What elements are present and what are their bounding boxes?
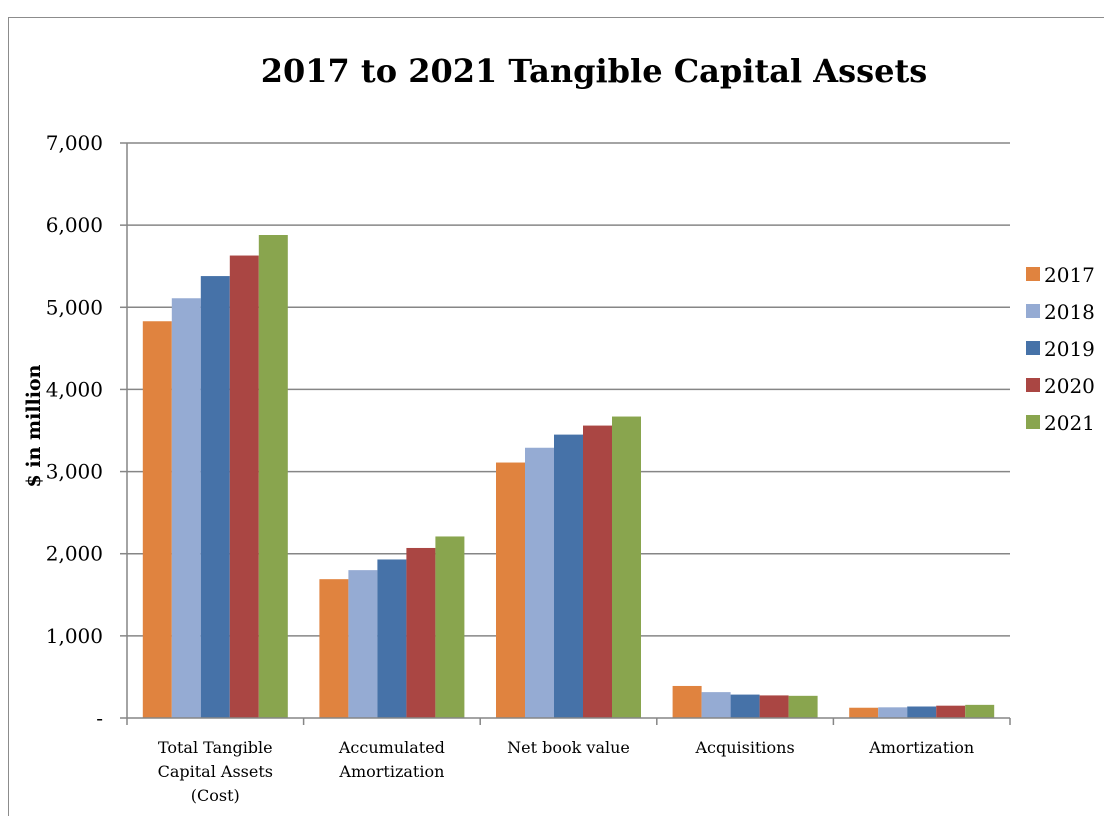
bar-2018 <box>348 570 378 718</box>
bar-2021 <box>788 695 818 718</box>
bar-2018 <box>701 692 731 718</box>
bar-2019 <box>554 434 583 718</box>
bar-2021 <box>965 704 995 718</box>
chart-title: 2017 to 2021 Tangible Capital Assets <box>261 52 928 90</box>
y-tick-label: 7,000 <box>46 131 103 155</box>
bar-2017 <box>849 707 879 718</box>
axes <box>126 143 1011 725</box>
bar-2020 <box>936 705 966 718</box>
y-tick-labels: - 1,000 2,000 3,000 4,000 5,000 6,000 7,000 <box>46 131 103 730</box>
legend-label: 2019 <box>1044 337 1095 361</box>
bar-2019 <box>377 559 407 718</box>
y-tick-label: 2,000 <box>46 542 103 566</box>
legend-swatch-2020 <box>1026 378 1040 392</box>
bar-2020 <box>583 425 612 718</box>
bar-2018 <box>525 447 554 718</box>
x-category-label: Amortization <box>868 738 974 757</box>
x-category-label: Accumulated <box>338 738 445 757</box>
legend-label: 2020 <box>1044 374 1095 398</box>
x-category-label: Net book value <box>507 738 630 757</box>
y-tick-label: 1,000 <box>46 624 103 648</box>
y-tick-label: - <box>96 706 103 730</box>
x-category-label: Acquisitions <box>694 738 794 757</box>
legend-label: 2018 <box>1044 300 1095 324</box>
bar-2019 <box>730 694 760 718</box>
x-category-label: Total Tangible <box>158 738 273 757</box>
bar-2020 <box>759 695 789 718</box>
bar-2017 <box>142 321 172 718</box>
legend-label: 2017 <box>1044 263 1095 287</box>
bar-2017 <box>319 579 349 718</box>
bar-2018 <box>171 298 201 718</box>
x-category-label: (Cost) <box>191 786 240 805</box>
bar-2020 <box>406 547 436 718</box>
y-axis-label: $ in million <box>23 364 45 487</box>
bar-2017 <box>496 462 525 718</box>
bar-2021 <box>612 416 641 718</box>
y-tick-label: 3,000 <box>46 460 103 484</box>
bar-2021 <box>258 235 288 718</box>
legend-label: 2021 <box>1044 411 1095 435</box>
x-category-label: Amortization <box>338 762 444 781</box>
legend-swatch-2018 <box>1026 304 1040 318</box>
legend-swatch-2017 <box>1026 267 1040 281</box>
bar-2020 <box>229 255 259 719</box>
x-category-labels: Total Tangible Capital Assets (Cost) Accumu… <box>158 738 975 805</box>
bars <box>142 235 995 719</box>
y-tick-label: 6,000 <box>46 213 103 237</box>
bar-2018 <box>878 707 908 718</box>
y-tick-label: 5,000 <box>46 295 103 319</box>
chart-frame <box>8 17 1104 816</box>
legend-swatch-2019 <box>1026 341 1040 355</box>
x-category-label: Capital Assets <box>158 762 273 781</box>
y-tick-label: 4,000 <box>46 377 103 401</box>
bar-2019 <box>200 276 230 718</box>
legend-swatch-2021 <box>1026 415 1040 429</box>
legend: 2017 2018 2019 2020 2021 <box>1026 263 1095 435</box>
bar-2017 <box>672 685 702 718</box>
bar-2021 <box>435 536 465 718</box>
bar-2019 <box>907 706 937 718</box>
